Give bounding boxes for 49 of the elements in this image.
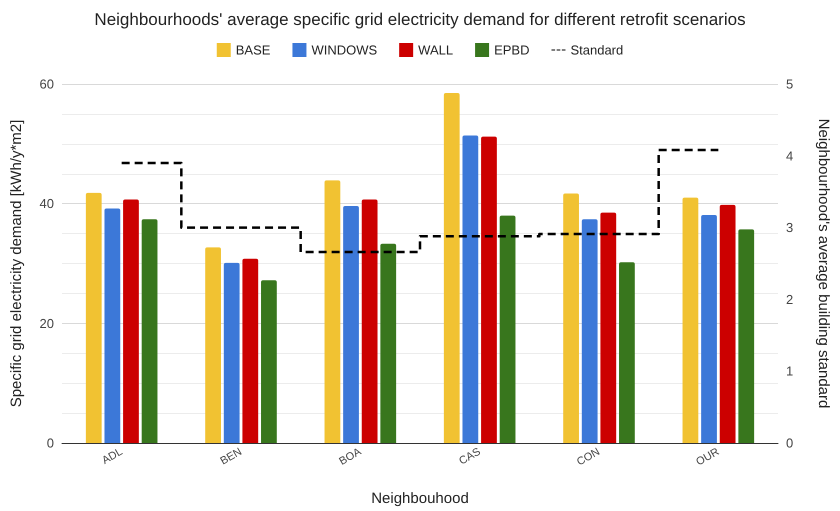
y-axis-title: Specific grid electricity demand [kWh/y*m2]	[8, 120, 25, 408]
bar	[738, 229, 754, 443]
bar	[563, 193, 579, 443]
legend-label: BASE	[236, 42, 271, 58]
bar	[600, 212, 616, 443]
bar	[682, 198, 698, 443]
x-tick-label: BOA	[337, 445, 364, 468]
bar	[582, 219, 598, 443]
legend-label: Standard	[570, 42, 624, 58]
legend-label: EPBD	[494, 42, 530, 58]
y-tick-label: 0	[46, 436, 54, 450]
x-tick-label: BEN	[218, 446, 244, 468]
bar	[444, 92, 460, 443]
bar	[224, 262, 240, 443]
x-tick-label: ADL	[100, 446, 125, 467]
x-tick-label: CON	[574, 446, 602, 468]
y2-tick-label: 5	[786, 76, 794, 92]
legend-label: WALL	[418, 42, 454, 58]
bar	[380, 244, 396, 443]
bar	[261, 280, 277, 443]
bar	[104, 208, 120, 443]
bar	[500, 216, 516, 443]
legend-label: WINDOWS	[311, 42, 378, 58]
bar	[242, 258, 258, 443]
bar	[86, 192, 102, 443]
y2-tick-label: 1	[786, 364, 794, 379]
x-axis-title: Neighbouhood	[371, 490, 469, 507]
bar	[462, 135, 478, 443]
bar	[701, 215, 717, 443]
bar	[343, 206, 359, 443]
bar	[720, 204, 736, 443]
y-tick-label: 20	[40, 316, 54, 331]
bar	[324, 180, 340, 443]
bar	[142, 219, 158, 443]
bar	[205, 247, 221, 443]
y-tick-label: 40	[40, 196, 54, 212]
bar	[362, 199, 378, 443]
y-tick-label: 60	[40, 76, 54, 92]
y2-tick-label: 0	[786, 436, 794, 450]
y2-tick-label: 4	[786, 148, 794, 164]
bar	[619, 262, 635, 443]
y2-axis-title: Neighbourhood's average building standard	[815, 118, 832, 408]
x-tick-label: CAS	[457, 446, 483, 468]
chart-title: Neighbourhoods' average specific grid electricity demand for different retrofit scenarios	[94, 10, 746, 29]
y2-tick-label: 2	[786, 292, 794, 307]
bar	[481, 136, 497, 443]
bar	[123, 199, 139, 443]
y2-tick-label: 3	[786, 220, 794, 236]
x-tick-label: OUR	[694, 446, 722, 468]
